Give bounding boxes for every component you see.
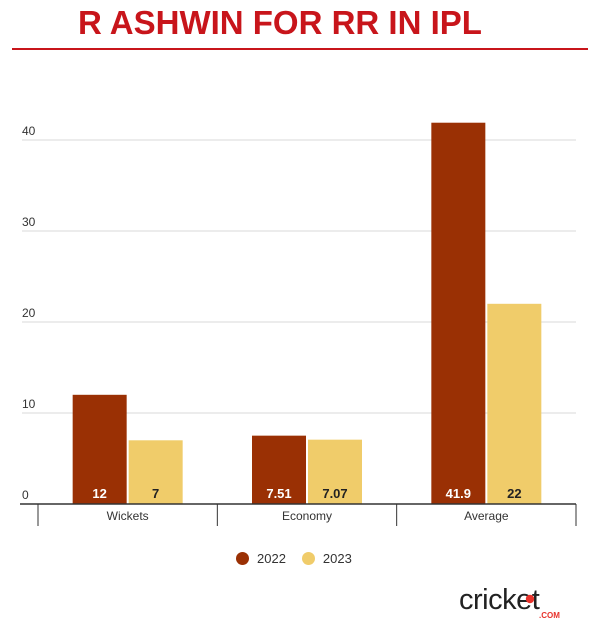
- legend-item-2023: 2023: [301, 551, 352, 566]
- bar-wickets-2023: [128, 440, 183, 504]
- data-label-wickets-2022: 12: [92, 486, 106, 501]
- y-tick-label-20: 20: [22, 306, 36, 320]
- x-tick-label-wickets: Wickets: [107, 509, 149, 523]
- y-tick-label-0: 0: [22, 488, 29, 502]
- legend-label-2023: 2023: [322, 551, 352, 566]
- x-tick-label-economy: Economy: [282, 509, 332, 523]
- data-label-average-2022: 41.9: [446, 486, 471, 501]
- bar-wickets-2022: [72, 394, 127, 504]
- x-tick-label-average: Average: [464, 509, 509, 523]
- legend: 2022 2023: [236, 551, 368, 566]
- logo-ball-icon: [525, 594, 535, 604]
- logo-suffix: .COM: [539, 611, 560, 620]
- bar-average-2022: [431, 122, 486, 505]
- data-label-economy-2023: 7.07: [322, 486, 347, 501]
- data-label-average-2023: 22: [507, 486, 521, 501]
- chart-title: R ASHWIN FOR RR IN IPL: [78, 4, 482, 41]
- bar-economy-2023: [308, 439, 362, 504]
- data-label-wickets-2023: 7: [152, 486, 159, 501]
- y-tick-label-40: 40: [22, 124, 36, 138]
- bar-average-2023: [487, 303, 542, 504]
- legend-swatch-2022: [236, 552, 249, 565]
- legend-swatch-2023: [301, 552, 315, 565]
- y-tick-label-10: 10: [22, 397, 36, 411]
- legend-label-2022: 2022: [257, 551, 286, 566]
- cricket-com-logo: cricket .COM: [459, 584, 560, 620]
- title-underline: [12, 48, 588, 50]
- legend-item-2022: 2022: [236, 551, 286, 566]
- data-label-economy-2022: 7.51: [266, 486, 291, 501]
- bar-economy-2022: [252, 435, 306, 504]
- y-tick-label-30: 30: [22, 215, 36, 229]
